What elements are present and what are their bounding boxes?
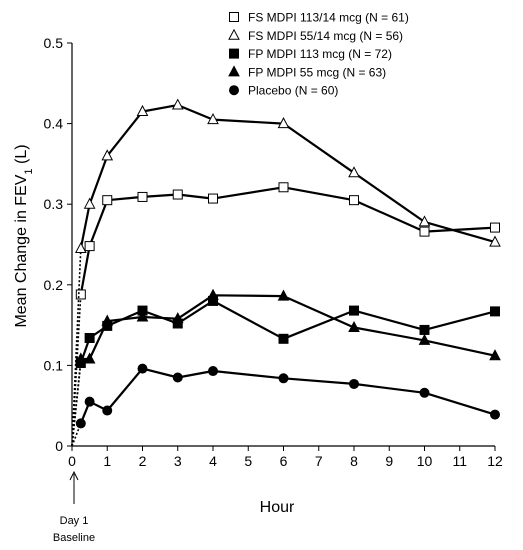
series-4-point bbox=[489, 349, 501, 361]
series-5-point bbox=[137, 363, 148, 374]
series-1-point bbox=[102, 195, 113, 206]
series-3-point bbox=[84, 332, 95, 343]
y-axis-title: Mean Change in FEV1 (L) bbox=[13, 144, 35, 327]
series-2-point bbox=[74, 241, 87, 254]
x-tick-label: 3 bbox=[174, 453, 182, 469]
series-2-point bbox=[277, 117, 290, 129]
y-tick-label: 0 bbox=[55, 438, 63, 454]
series-1-line bbox=[79, 186, 496, 295]
series-5-point bbox=[172, 372, 183, 383]
series-5-point bbox=[75, 418, 86, 429]
series-3-point bbox=[278, 333, 289, 344]
series-1-point bbox=[84, 241, 95, 252]
x-tick-label: 12 bbox=[487, 453, 503, 469]
series-4-point bbox=[277, 289, 290, 301]
series-1-point bbox=[349, 195, 359, 206]
series-2-point bbox=[171, 98, 184, 110]
series-4-point bbox=[101, 314, 114, 326]
x-tick-label: 5 bbox=[244, 453, 252, 469]
legend-marker-4 bbox=[228, 65, 240, 77]
series-5-point bbox=[419, 387, 430, 398]
series-4-point bbox=[171, 312, 184, 324]
series-4-point bbox=[348, 320, 360, 333]
y-tick-label: 0.2 bbox=[44, 277, 64, 293]
baseline-annotation: Day 1 Baseline bbox=[53, 470, 95, 544]
legend-marker-1 bbox=[229, 12, 239, 22]
series-4-point bbox=[74, 352, 87, 364]
series-2-point bbox=[136, 104, 149, 117]
legend-label-1: FS MDPI 113/14 mcg (N = 61) bbox=[248, 11, 409, 25]
x-tick-label: 1 bbox=[103, 453, 111, 469]
series-1-point bbox=[75, 289, 86, 300]
series-2-line bbox=[79, 104, 496, 249]
series-5-point bbox=[208, 366, 218, 377]
plot-area: 00.10.20.30.40.50 1 2 3 4 5 6 7 8 9 10 11 12 bbox=[44, 35, 503, 469]
series-1-point bbox=[208, 193, 218, 204]
series-2-point bbox=[101, 149, 114, 161]
series-5-point bbox=[278, 373, 289, 384]
x-tick-label: 6 bbox=[280, 453, 288, 469]
legend-label-5: Placebo (N = 60) bbox=[248, 84, 338, 98]
series-4-point bbox=[418, 333, 431, 345]
series-5-point bbox=[490, 409, 500, 420]
legend-label-3: FP MDPI 113 mcg (N = 72) bbox=[248, 47, 392, 61]
x-tick-label: 9 bbox=[385, 453, 393, 469]
series-4-line bbox=[80, 294, 496, 361]
series-1-point bbox=[490, 222, 500, 233]
series-4-point bbox=[83, 352, 96, 364]
series-2-point bbox=[207, 112, 219, 125]
series-5-point bbox=[349, 378, 359, 389]
series-3-point bbox=[490, 306, 500, 317]
y-tick-label: 0.5 bbox=[44, 35, 64, 51]
x-tick-label: 10 bbox=[417, 453, 433, 469]
legend-marker-5 bbox=[229, 85, 239, 96]
series-2-point bbox=[489, 235, 501, 247]
baseline-arrow-head bbox=[69, 470, 79, 481]
y-tick-label: 0.1 bbox=[44, 357, 64, 373]
y-tick-label: 0.4 bbox=[44, 116, 64, 132]
legend-marker-2 bbox=[228, 28, 240, 40]
legend-label-2: FS MDPI 55/14 mcg (N = 56) bbox=[248, 29, 403, 43]
series-2-point bbox=[348, 166, 360, 178]
series-4-point bbox=[207, 288, 219, 300]
x-axis-title: Hour bbox=[260, 499, 295, 516]
series-2-point bbox=[418, 215, 431, 227]
legend: FS MDPI 113/14 mcg (N = 61) FS MDPI 55/14… bbox=[228, 11, 409, 98]
x-tick-label: 11 bbox=[452, 453, 467, 469]
series-1-point bbox=[137, 191, 148, 202]
x-tick-label: 0 bbox=[68, 453, 76, 469]
series-2-baseline-segment bbox=[71, 248, 82, 447]
series-1-point bbox=[278, 182, 289, 193]
x-tick-label: 4 bbox=[209, 453, 217, 469]
series-3-line bbox=[79, 299, 496, 364]
series-1-point bbox=[419, 226, 430, 237]
series-5-line bbox=[79, 367, 496, 424]
y-tick-label: 0.3 bbox=[44, 196, 64, 212]
baseline-label-line1: Day 1 bbox=[60, 515, 89, 527]
x-tick-label: 8 bbox=[350, 453, 358, 469]
series-3-point bbox=[419, 324, 430, 335]
series-3-point bbox=[349, 305, 359, 316]
series-4-baseline-segment bbox=[71, 358, 82, 447]
series-5-point bbox=[84, 396, 95, 407]
series-5-point bbox=[102, 405, 113, 416]
series-2-point bbox=[83, 197, 96, 209]
x-tick-label: 7 bbox=[315, 453, 323, 469]
legend-label-4: FP MDPI 55 mcg (N = 63) bbox=[248, 65, 386, 79]
x-tick-label: 2 bbox=[139, 453, 147, 469]
legend-marker-3 bbox=[229, 48, 239, 59]
baseline-label-line2: Baseline bbox=[53, 532, 95, 544]
series-1-point bbox=[172, 189, 183, 200]
series-4-point bbox=[136, 310, 149, 322]
